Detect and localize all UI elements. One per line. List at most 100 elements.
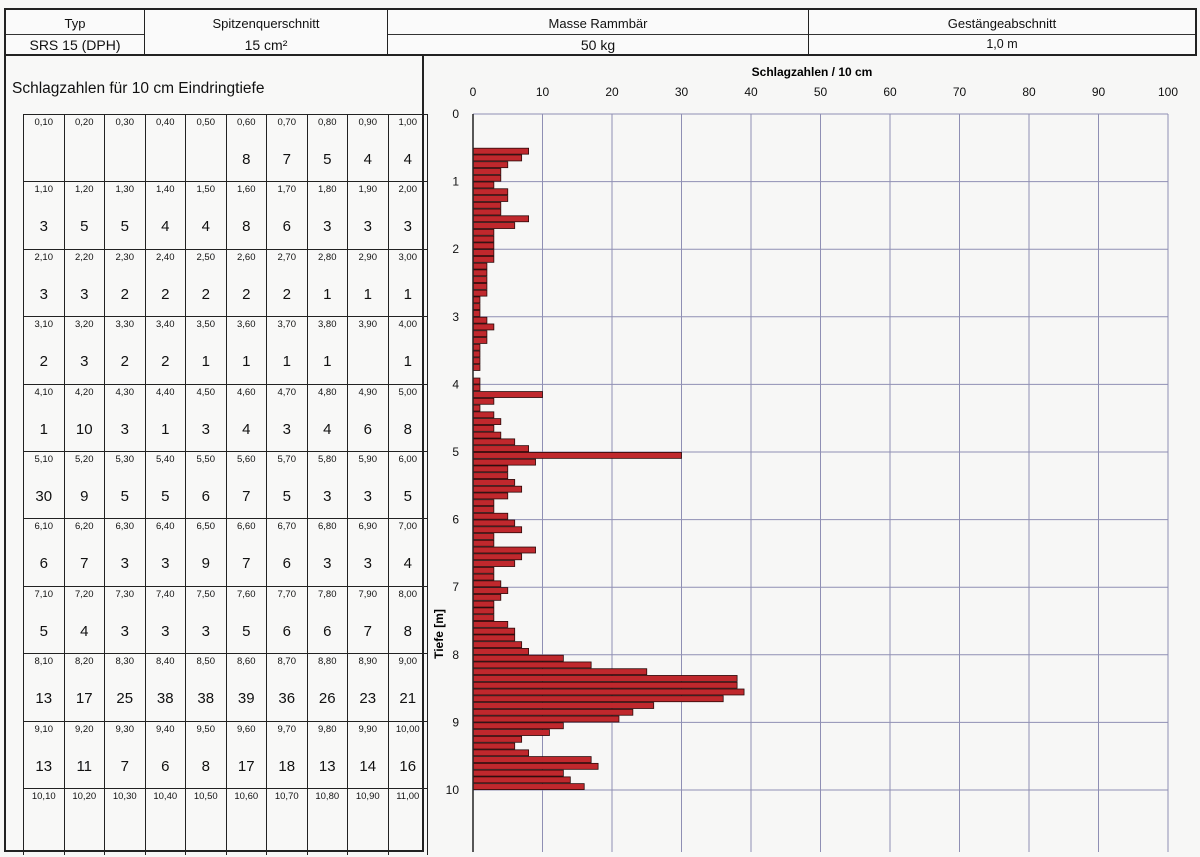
bar (472, 330, 488, 338)
table-cell: 8,50 38 (185, 653, 226, 721)
bar (472, 783, 585, 791)
table-cell: 9,40 6 (144, 720, 185, 788)
bar (472, 499, 495, 507)
table-cell: 9,90 14 (347, 720, 388, 788)
cell-depth: 7,60 (237, 588, 256, 600)
cell-blow-count: 6 (323, 622, 332, 640)
cell-depth: 10,90 (355, 791, 380, 802)
table-cell: 1,10 3 (23, 181, 64, 249)
cell-depth: 3,00 (398, 251, 418, 263)
table-cell: 5,20 9 (63, 451, 104, 519)
table-cell: 1,90 3 (347, 181, 388, 249)
cell-blow-count: 21 (399, 690, 417, 708)
bar (472, 391, 543, 398)
bar (472, 276, 488, 283)
cell-blow-count: 5 (282, 488, 291, 505)
cell-blow-count: 3 (363, 555, 372, 573)
cell-depth: 0,10 (34, 117, 54, 128)
table-cell: 4,20 10 (63, 383, 104, 451)
cell-depth: 4,60 (237, 386, 256, 398)
table-cell: 0,70 7 (266, 114, 307, 182)
bar (472, 742, 516, 750)
cell-blow-count: 5 (403, 488, 412, 505)
table-cell: 9,80 13 (306, 720, 347, 788)
y-tick-label: 2 (452, 242, 459, 256)
x-tick-label: 100 (1158, 85, 1178, 99)
header-masse: Masse Rammbär 50 kg (388, 10, 809, 54)
bar (472, 384, 481, 392)
cell-blow-count: 23 (359, 690, 377, 708)
cell-blow-count: 11 (76, 757, 93, 775)
cell-blow-count: 5 (242, 622, 251, 640)
typ-value: SRS 15 (DPH) (29, 37, 121, 53)
cell-blow-count: 18 (278, 757, 296, 775)
bar (472, 357, 481, 365)
cell-blow-count: 4 (161, 218, 170, 236)
table-cell: 2,50 2 (185, 248, 226, 317)
blow-count-table-panel: Schlagzahlen für 10 cm Eindringtiefe 0,1… (4, 56, 428, 856)
y-tick-label: 9 (452, 715, 459, 729)
cell-blow-count: 7 (120, 757, 129, 775)
x-tick-label: 40 (744, 85, 758, 99)
table-cell: 8,70 36 (266, 653, 307, 721)
table-cell: 3,00 1 (387, 248, 428, 317)
table-cell: 9,60 17 (225, 720, 266, 788)
table-cell: 8,90 23 (347, 653, 388, 721)
bar (472, 269, 488, 277)
y-tick-label: 8 (452, 648, 459, 662)
table-cell: 8,80 26 (306, 653, 347, 721)
bar (472, 154, 523, 162)
cell-depth: 8,60 (237, 656, 256, 668)
table-cell: 8,30 25 (104, 653, 145, 721)
cell-depth: 7,70 (277, 588, 297, 600)
table-cell: 4,00 1 (387, 316, 428, 384)
cell-blow-count: 6 (363, 420, 372, 438)
gestaenge-label: Gestängeabschnitt (947, 16, 1057, 31)
cell-depth: 10,30 (112, 791, 137, 802)
table-cell: 1,50 4 (185, 181, 226, 249)
table-cell: 3,80 1 (306, 316, 347, 384)
cell-blow-count: 3 (363, 218, 372, 236)
table-cell: 4,50 3 (185, 383, 226, 451)
table-cell: 7,00 4 (387, 518, 428, 586)
masse-label: Masse Rammbär (548, 16, 648, 31)
table-cell: 6,50 9 (185, 518, 226, 586)
cell-depth: 8,80 (318, 656, 337, 668)
cell-depth: 7,90 (358, 588, 378, 600)
cell-blow-count: 7 (80, 555, 89, 573)
table-cell: 3,60 1 (225, 316, 266, 384)
divider (6, 34, 144, 35)
table-cell: 10,70 (266, 788, 307, 856)
bar (472, 323, 495, 331)
cell-depth: 5,90 (358, 454, 378, 465)
cell-depth: 8,00 (398, 588, 418, 600)
table-cell: 1,00 4 (387, 114, 428, 182)
x-tick-label: 70 (953, 85, 967, 99)
bars (472, 147, 745, 791)
cell-depth: 5,40 (156, 454, 175, 465)
bar (472, 188, 509, 196)
cell-depth: 1,10 (34, 184, 54, 196)
cell-blow-count: 1 (323, 353, 332, 371)
table-cell: 8,00 8 (387, 585, 428, 654)
cell-depth: 4,80 (318, 386, 337, 398)
header-typ: Typ SRS 15 (DPH) (6, 10, 145, 54)
table-cell: 10,40 (144, 788, 185, 856)
cell-depth: 1,50 (196, 184, 216, 196)
y-tick-label: 10 (446, 783, 460, 797)
cell-blow-count: 3 (323, 218, 332, 236)
cell-depth: 7,10 (34, 588, 54, 600)
cell-depth: 3,50 (196, 319, 216, 331)
bar (472, 343, 481, 351)
bar (472, 593, 502, 601)
cell-depth: 4,00 (398, 319, 418, 331)
cell-depth: 6,10 (34, 521, 54, 533)
bar (472, 242, 495, 250)
cell-blow-count: 3 (161, 555, 170, 573)
cell-blow-count: 13 (318, 757, 336, 775)
cell-depth: 4,40 (156, 386, 175, 398)
table-cell: 3,50 1 (185, 316, 226, 384)
table-cell: 1,70 6 (266, 181, 307, 249)
table-cell: 9,30 7 (104, 720, 145, 788)
cell-blow-count: 5 (120, 218, 129, 236)
